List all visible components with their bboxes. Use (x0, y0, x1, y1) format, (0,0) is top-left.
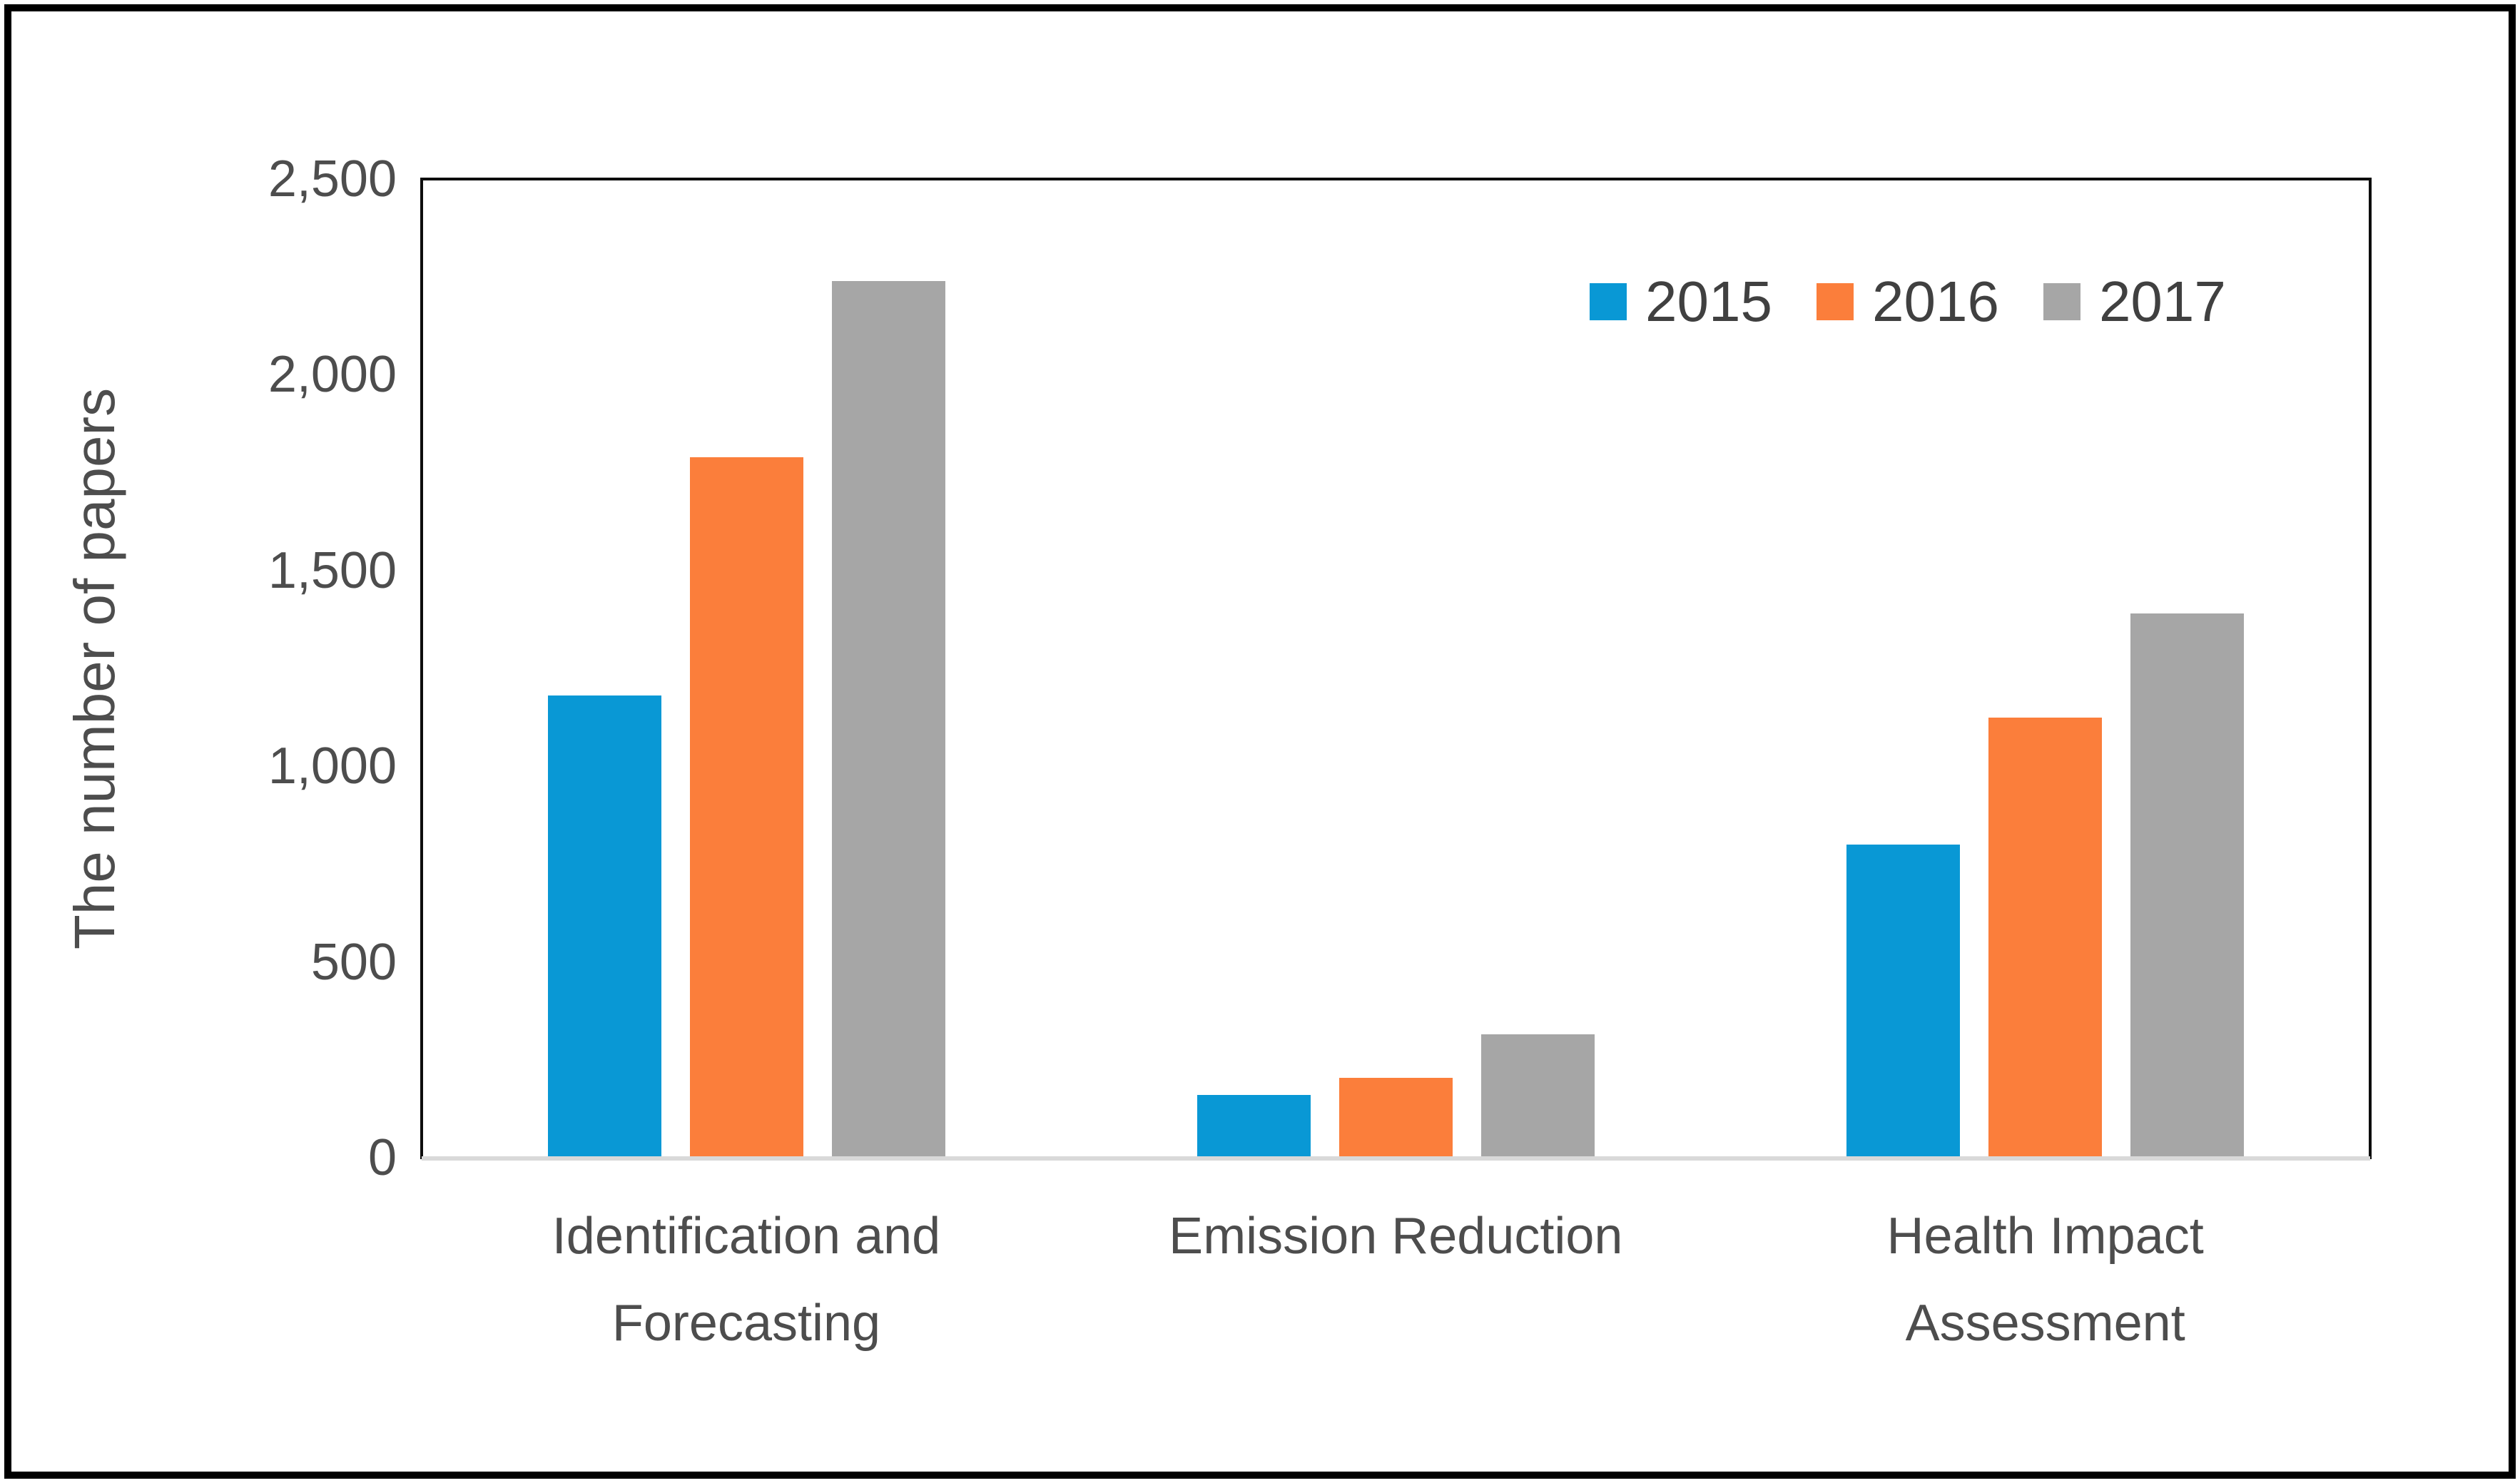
category-label-3: Health Impact Assessment (1886, 1208, 2204, 1352)
category-label-2: Emission Reduction (1169, 1208, 1623, 1265)
bar-group-3 (1721, 179, 2370, 1158)
bar-2016-category-1 (689, 457, 803, 1158)
y-tick-label-2000: 2,000 (268, 346, 397, 404)
legend-swatch-2015 (1590, 283, 1627, 320)
legend-swatch-2017 (2043, 283, 2080, 320)
legend-label-2015: 2015 (1645, 270, 1772, 333)
legend-label-2016: 2016 (1871, 270, 1999, 333)
legend: 2015 2016 2017 (1590, 263, 2226, 341)
bar-2016-category-3 (1988, 717, 2103, 1158)
legend-item-2017: 2017 (2043, 273, 2226, 330)
bar-2017-category-1 (831, 280, 945, 1158)
y-tick-label-500: 500 (310, 933, 397, 991)
plot-frame (420, 178, 2372, 1159)
bar-2015-category-1 (547, 695, 661, 1158)
legend-swatch-2016 (1816, 283, 1854, 320)
legend-label-2017: 2017 (2098, 270, 2226, 333)
bar-group-2 (1071, 179, 1720, 1158)
legend-item-2016: 2016 (1816, 270, 1999, 333)
plot-area (422, 179, 2370, 1158)
y-axis-title: The number of papers (63, 387, 126, 949)
y-tick-label-1000: 1,000 (268, 738, 397, 795)
bar-group-1 (422, 179, 1071, 1158)
legend-item-2015: 2015 (1590, 273, 1772, 330)
bar-2017-category-3 (2130, 613, 2245, 1158)
y-tick-label-0: 0 (367, 1129, 397, 1186)
bar-2017-category-2 (1480, 1034, 1595, 1158)
category-label-1: Identification and Forecasting (552, 1208, 941, 1352)
x-axis-line (422, 1156, 2370, 1161)
bar-2015-category-2 (1197, 1095, 1311, 1158)
bar-2016-category-2 (1338, 1077, 1453, 1158)
y-tick-label-2500: 2,500 (268, 151, 397, 208)
bar-2015-category-3 (1846, 844, 1961, 1158)
y-tick-label-1500: 1,500 (268, 541, 397, 599)
